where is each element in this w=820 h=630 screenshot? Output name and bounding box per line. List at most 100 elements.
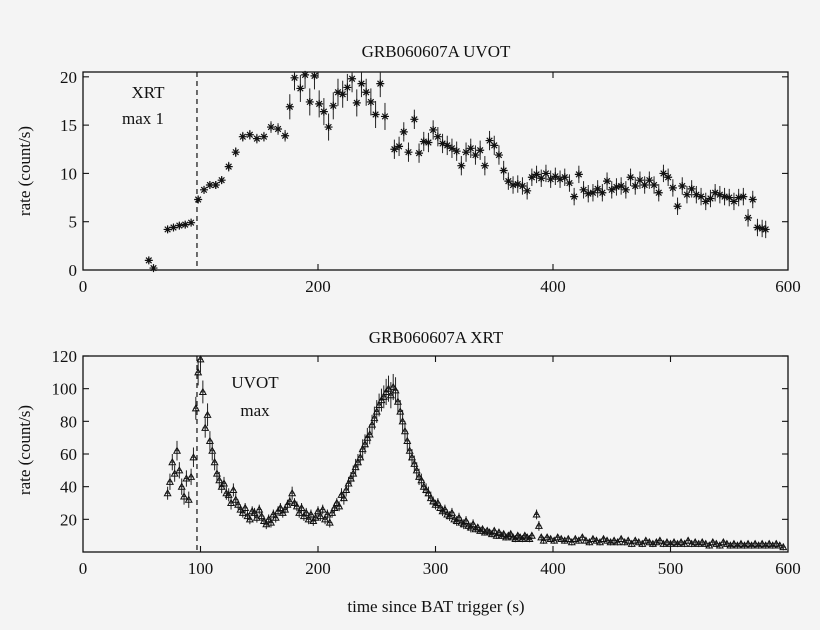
uvot-data-point xyxy=(267,121,275,133)
xrt-data-point xyxy=(499,529,508,538)
xrt-data-point xyxy=(224,488,233,502)
xrt-title: GRB060607A XRT xyxy=(369,328,504,347)
xrt-data-point xyxy=(691,537,700,546)
uvot-data-point xyxy=(395,136,404,157)
uvot-data-point xyxy=(399,122,408,142)
uvot-data-point xyxy=(319,98,328,126)
xrt-data-point xyxy=(396,400,405,423)
xrt-data-point xyxy=(462,516,471,526)
uvot-data-point xyxy=(593,180,602,198)
uvot-data-point xyxy=(296,74,305,102)
uvot-data-point xyxy=(274,123,283,135)
xrt-data-point xyxy=(375,393,384,417)
xrt-data-point xyxy=(297,503,306,513)
xrt-data-point xyxy=(694,539,703,548)
uvot-y-tick-label: 5 xyxy=(69,213,78,232)
xrt-data-point xyxy=(285,496,294,507)
uvot-data-point xyxy=(452,141,461,161)
xrt-data-point xyxy=(473,523,482,531)
uvot-data-series xyxy=(144,70,770,273)
uvot-data-point xyxy=(654,184,663,202)
uvot-data-point xyxy=(194,195,203,204)
xrt-data-point xyxy=(655,536,664,544)
uvot-data-point xyxy=(588,184,597,202)
uvot-y-axis: 0 5 10 15 20 xyxy=(60,68,788,280)
uvot-data-point xyxy=(527,168,536,186)
xrt-data-point xyxy=(560,536,569,544)
xrt-y-tick-label: 80 xyxy=(60,412,77,431)
xrt-data-point xyxy=(733,541,742,549)
xrt-data-point xyxy=(389,373,398,401)
xrt-data-point xyxy=(219,476,229,490)
uvot-data-point xyxy=(687,180,696,198)
xrt-data-point xyxy=(187,468,196,486)
uvot-data-point xyxy=(692,185,701,204)
xrt-data-point xyxy=(537,533,546,541)
xrt-data-point xyxy=(215,471,224,489)
uvot-data-point xyxy=(574,165,583,184)
xrt-data-point xyxy=(571,534,580,543)
xrt-x-tick-label: 0 xyxy=(79,559,88,578)
xrt-data-point xyxy=(353,454,362,471)
xrt-data-point xyxy=(306,509,315,520)
uvot-y-tick-label: 20 xyxy=(60,68,77,87)
xrt-data-point xyxy=(761,541,770,549)
uvot-y-tick-label: 0 xyxy=(69,261,78,280)
xrt-data-point xyxy=(212,465,221,482)
xrt-data-point xyxy=(673,539,682,548)
xrt-annotation-uvot: UVOT xyxy=(231,373,279,392)
xrt-data-point xyxy=(768,541,777,549)
uvot-data-point xyxy=(706,189,715,208)
uvot-data-point xyxy=(352,89,361,117)
xrt-data-point xyxy=(201,418,210,438)
xrt-data-point xyxy=(469,519,478,530)
xrt-data-point xyxy=(490,526,499,535)
uvot-data-point xyxy=(485,130,494,151)
xrt-data-point xyxy=(210,454,219,471)
uvot-data-point xyxy=(617,177,626,195)
xrt-data-point xyxy=(454,512,464,523)
xrt-data-point xyxy=(534,520,543,531)
uvot-data-point xyxy=(301,70,310,89)
uvot-data-point xyxy=(205,181,214,190)
xrt-data-point xyxy=(648,539,657,548)
uvot-data-point xyxy=(701,192,710,211)
xrt-data-point xyxy=(194,359,203,386)
uvot-data-point xyxy=(324,113,333,141)
xrt-y-axis: 20 40 60 80 100 120 xyxy=(52,347,788,529)
uvot-data-point xyxy=(447,138,456,158)
xrt-data-point xyxy=(557,534,566,543)
uvot-data-point xyxy=(169,223,178,232)
uvot-data-point xyxy=(476,140,485,160)
xrt-y-axis-label: rate (count/s) xyxy=(15,405,34,495)
uvot-data-point xyxy=(729,192,738,211)
xrt-data-point xyxy=(631,536,640,544)
uvot-data-point xyxy=(523,182,532,200)
xrt-data-point xyxy=(412,462,421,479)
xrt-data-point xyxy=(302,507,311,518)
uvot-data-point xyxy=(682,185,691,204)
uvot-y-axis-label: rate (count/s) xyxy=(15,126,34,216)
uvot-data-point xyxy=(390,139,399,159)
xrt-x-tick-label: 300 xyxy=(423,559,449,578)
uvot-data-point xyxy=(607,181,616,199)
uvot-data-point xyxy=(626,168,635,186)
uvot-data-point xyxy=(290,72,299,91)
uvot-data-point xyxy=(668,179,677,197)
xrt-data-point xyxy=(288,486,297,500)
xrt-data-point xyxy=(765,539,774,548)
uvot-data-point xyxy=(175,221,184,230)
xrt-data-point xyxy=(726,541,735,549)
uvot-data-point xyxy=(466,138,475,158)
uvot-data-point xyxy=(211,181,220,190)
xrt-data-point xyxy=(447,507,456,518)
xrt-data-point xyxy=(386,382,395,409)
uvot-data-point xyxy=(245,129,254,140)
xrt-x-tick-label: 500 xyxy=(658,559,684,578)
xrt-data-point xyxy=(532,509,541,520)
uvot-data-point xyxy=(366,88,375,116)
xrt-data-point xyxy=(271,512,280,523)
xrt-data-point xyxy=(610,536,619,544)
xrt-data-point xyxy=(736,539,746,548)
